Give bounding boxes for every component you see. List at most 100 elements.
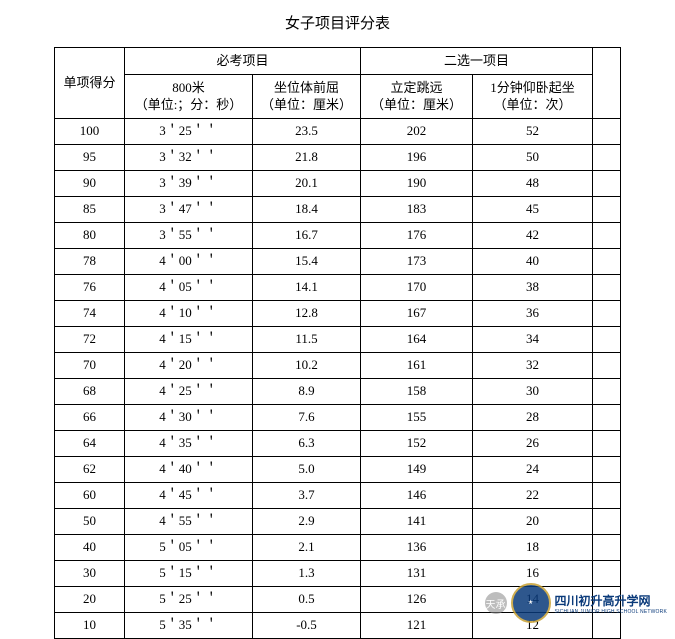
- cell-c800: 5＇15＇＇: [125, 560, 253, 586]
- cell-situp: 50: [473, 144, 593, 170]
- cell-jump: 190: [361, 170, 473, 196]
- cell-score: 64: [55, 430, 125, 456]
- cell-score: 80: [55, 222, 125, 248]
- cell-sit: 20.1: [253, 170, 361, 196]
- cell-c800: 4＇15＇＇: [125, 326, 253, 352]
- header-row-1: 单项得分 必考项目 二选一项目: [55, 48, 621, 75]
- cell-c800: 4＇10＇＇: [125, 300, 253, 326]
- table-row: 853＇47＇＇18.418345: [55, 196, 621, 222]
- cell-sit: 5.0: [253, 456, 361, 482]
- hdr-800m-unit: （单位:；分：秒）: [135, 97, 243, 112]
- cell-c800: 3＇55＇＇: [125, 222, 253, 248]
- table-row: 903＇39＇＇20.119048: [55, 170, 621, 196]
- table-row: 953＇32＇＇21.819650: [55, 144, 621, 170]
- cell-jump: 131: [361, 560, 473, 586]
- table-row: 604＇45＇＇3.714622: [55, 482, 621, 508]
- cell-situp: 38: [473, 274, 593, 300]
- cell-c800: 3＇32＇＇: [125, 144, 253, 170]
- cell-score: 76: [55, 274, 125, 300]
- table-row: 1003＇25＇＇23.520252: [55, 118, 621, 144]
- cell-extra: [593, 612, 621, 638]
- cell-situp: 34: [473, 326, 593, 352]
- cell-score: 78: [55, 248, 125, 274]
- cell-extra: [593, 118, 621, 144]
- cell-extra: [593, 170, 621, 196]
- cell-jump: 141: [361, 508, 473, 534]
- table-row: 724＇15＇＇11.516434: [55, 326, 621, 352]
- cell-score: 74: [55, 300, 125, 326]
- cell-sit: 16.7: [253, 222, 361, 248]
- cell-c800: 3＇47＇＇: [125, 196, 253, 222]
- hdr-800m: 800米 （单位:；分：秒）: [125, 74, 253, 118]
- table-row: 664＇30＇＇7.615528: [55, 404, 621, 430]
- cell-sit: 3.7: [253, 482, 361, 508]
- table-row: 305＇15＇＇1.313116: [55, 560, 621, 586]
- cell-c800: 3＇39＇＇: [125, 170, 253, 196]
- cell-situp: 36: [473, 300, 593, 326]
- cell-jump: 176: [361, 222, 473, 248]
- cell-sit: 10.2: [253, 352, 361, 378]
- cell-c800: 4＇25＇＇: [125, 378, 253, 404]
- table-row: 784＇00＇＇15.417340: [55, 248, 621, 274]
- cell-sit: 11.5: [253, 326, 361, 352]
- cell-extra: [593, 248, 621, 274]
- page-title: 女子项目评分表: [0, 0, 675, 47]
- cell-extra: [593, 300, 621, 326]
- cell-score: 30: [55, 560, 125, 586]
- cell-sit: -0.5: [253, 612, 361, 638]
- cell-extra: [593, 144, 621, 170]
- cell-extra: [593, 404, 621, 430]
- cell-c800: 4＇30＇＇: [125, 404, 253, 430]
- cell-extra: [593, 430, 621, 456]
- cell-score: 70: [55, 352, 125, 378]
- cell-jump: 202: [361, 118, 473, 144]
- cell-situp: 12: [473, 612, 593, 638]
- cell-situp: 28: [473, 404, 593, 430]
- cell-extra: [593, 456, 621, 482]
- table-row: 744＇10＇＇12.816736: [55, 300, 621, 326]
- cell-situp: 24: [473, 456, 593, 482]
- cell-score: 95: [55, 144, 125, 170]
- hdr-required-group: 必考项目: [125, 48, 361, 75]
- hdr-jump-name: 立定跳远: [390, 80, 442, 95]
- cell-situp: 26: [473, 430, 593, 456]
- hdr-sitreach-name: 坐位体前屈: [274, 80, 339, 95]
- cell-sit: 14.1: [253, 274, 361, 300]
- cell-c800: 5＇25＇＇: [125, 586, 253, 612]
- hdr-jump: 立定跳远 （单位：厘米）: [361, 74, 473, 118]
- cell-jump: 161: [361, 352, 473, 378]
- cell-situp: 30: [473, 378, 593, 404]
- cell-score: 40: [55, 534, 125, 560]
- header-row-2: 800米 （单位:；分：秒） 坐位体前屈 （单位：厘米） 立定跳远 （单位：厘米…: [55, 74, 621, 118]
- cell-sit: 6.3: [253, 430, 361, 456]
- cell-c800: 5＇05＇＇: [125, 534, 253, 560]
- hdr-extra: [593, 48, 621, 119]
- cell-extra: [593, 352, 621, 378]
- cell-sit: 23.5: [253, 118, 361, 144]
- cell-score: 50: [55, 508, 125, 534]
- hdr-score: 单项得分: [55, 48, 125, 119]
- table-row: 764＇05＇＇14.117038: [55, 274, 621, 300]
- cell-sit: 21.8: [253, 144, 361, 170]
- table-row: 644＇35＇＇6.315226: [55, 430, 621, 456]
- cell-sit: 12.8: [253, 300, 361, 326]
- cell-score: 10: [55, 612, 125, 638]
- cell-c800: 5＇35＇＇: [125, 612, 253, 638]
- cell-extra: [593, 274, 621, 300]
- cell-extra: [593, 196, 621, 222]
- cell-c800: 4＇35＇＇: [125, 430, 253, 456]
- cell-jump: 196: [361, 144, 473, 170]
- cell-jump: 158: [361, 378, 473, 404]
- cell-score: 60: [55, 482, 125, 508]
- cell-jump: 170: [361, 274, 473, 300]
- cell-jump: 136: [361, 534, 473, 560]
- cell-score: 85: [55, 196, 125, 222]
- cell-c800: 4＇20＇＇: [125, 352, 253, 378]
- hdr-sitreach-unit: （单位：厘米）: [261, 97, 352, 112]
- cell-sit: 1.3: [253, 560, 361, 586]
- cell-situp: 32: [473, 352, 593, 378]
- table-row: 405＇05＇＇2.113618: [55, 534, 621, 560]
- cell-jump: 155: [361, 404, 473, 430]
- cell-extra: [593, 378, 621, 404]
- table-row: 205＇25＇＇0.512614: [55, 586, 621, 612]
